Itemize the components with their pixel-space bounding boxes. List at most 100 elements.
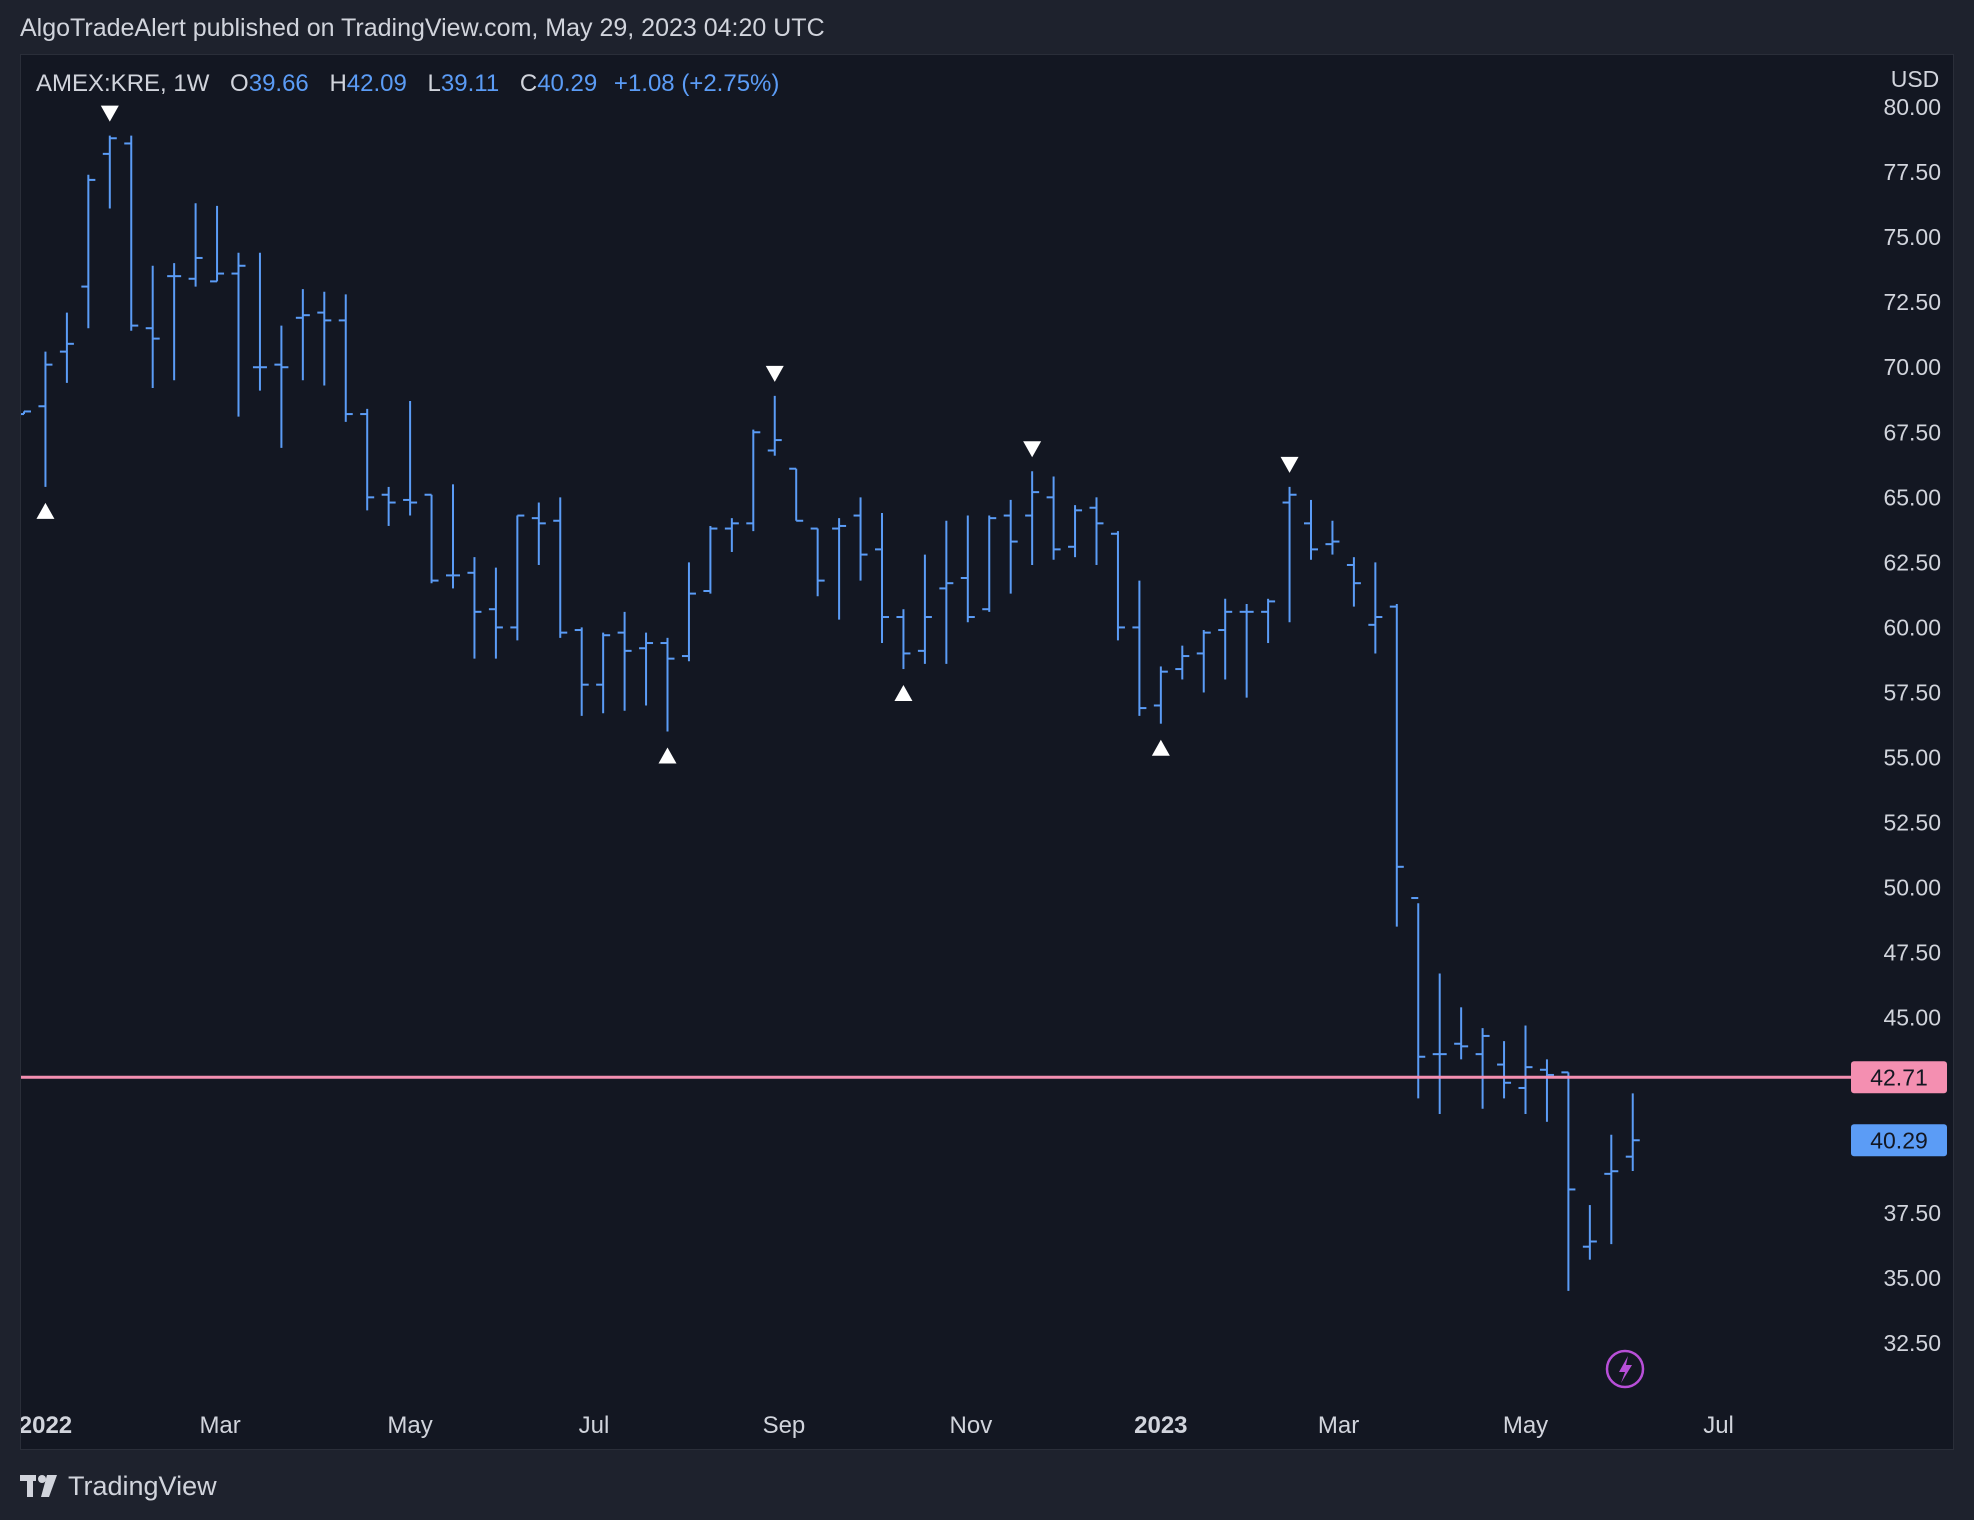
ohlc-bar[interactable] <box>317 291 332 386</box>
ohlc-bar[interactable] <box>167 263 182 381</box>
ohlc-bar[interactable] <box>1068 505 1083 558</box>
ohlc-bar[interactable] <box>295 289 310 381</box>
ohlc-bar[interactable] <box>1261 598 1276 644</box>
ohlc-bar[interactable] <box>1132 580 1147 716</box>
level-price-label-text: 42.71 <box>1870 1064 1928 1090</box>
ohlc-bar[interactable] <box>617 611 632 711</box>
ohlc-bar[interactable] <box>1582 1205 1597 1260</box>
ohlc-bar[interactable] <box>102 135 117 209</box>
ohlc-bar[interactable] <box>574 627 589 716</box>
ohlc-bar[interactable] <box>639 632 654 706</box>
ohlc-bar[interactable] <box>59 312 74 383</box>
open-value: 39.66 <box>248 70 309 97</box>
ohlc-bar[interactable] <box>1604 1134 1619 1245</box>
ohlc-bar[interactable] <box>1196 630 1211 693</box>
ohlc-bar[interactable] <box>1025 471 1040 565</box>
ohlc-bar[interactable] <box>703 525 718 594</box>
x-tick-label: 2022 <box>21 1412 72 1439</box>
pivot-high-marker <box>1023 441 1042 458</box>
ohlc-bar[interactable] <box>1625 1093 1640 1171</box>
high-label: H <box>329 70 347 97</box>
ohlc-bar[interactable] <box>424 493 439 584</box>
ohlc-bar[interactable] <box>1282 486 1297 623</box>
lightning-icon[interactable] <box>1605 1349 1645 1389</box>
ohlc-bar[interactable] <box>1475 1028 1490 1109</box>
ohlc-bar[interactable] <box>446 484 460 589</box>
ohlc-bar[interactable] <box>81 174 96 329</box>
ohlc-bar[interactable] <box>252 252 267 391</box>
low-value: 39.11 <box>440 70 500 97</box>
ohlc-bar[interactable] <box>338 294 353 422</box>
ohlc-bar[interactable] <box>510 514 525 641</box>
ohlc-bar[interactable] <box>1325 520 1340 555</box>
ohlc-bar[interactable] <box>553 497 568 638</box>
ohlc-bar[interactable] <box>274 325 289 448</box>
price-chart[interactable]: 42.71 40.29 USD 32.50 35.00 37.50 45.00 47.50… <box>21 55 1955 1451</box>
ohlc-bar[interactable] <box>467 557 482 659</box>
ohlc-bar[interactable] <box>403 401 418 516</box>
x-tick-label: Jul <box>1703 1412 1734 1439</box>
ohlc-bar[interactable] <box>1046 476 1061 560</box>
ohlc-bar[interactable] <box>1539 1059 1554 1122</box>
ohlc-bar[interactable] <box>960 515 975 623</box>
ohlc-bar[interactable] <box>1561 1071 1576 1291</box>
ohlc-bar[interactable] <box>917 554 932 664</box>
ohlc-bar[interactable] <box>531 502 546 565</box>
ohlc-bar[interactable] <box>124 135 139 331</box>
ohlc-bar[interactable] <box>1218 598 1233 680</box>
y-tick-label: 52.50 <box>1883 810 1941 836</box>
ohlc-bar[interactable] <box>38 351 53 487</box>
tradingview-logo-icon[interactable] <box>20 1472 60 1500</box>
ohlc-bar[interactable] <box>1454 1007 1469 1060</box>
chart-frame[interactable]: 42.71 40.29 USD 32.50 35.00 37.50 45.00 47.50… <box>20 54 1954 1450</box>
ohlc-bar[interactable] <box>789 467 804 522</box>
ohlc-bar[interactable] <box>360 408 375 511</box>
ohlc-bar[interactable] <box>1518 1025 1533 1114</box>
ohlc-bar[interactable] <box>810 527 825 597</box>
symbol-label[interactable]: AMEX:KRE, 1W <box>36 70 210 97</box>
ohlc-bar[interactable] <box>1389 604 1404 927</box>
time-axis: 2022 Mar May Jul Sep Nov 2023 Mar May Jul <box>21 1412 1734 1439</box>
ohlc-bar[interactable] <box>231 252 246 417</box>
last-price-label: 40.29 <box>1851 1124 1947 1157</box>
ohlc-bar[interactable] <box>1304 499 1318 560</box>
ohlc-bar[interactable] <box>746 429 761 532</box>
ohlc-bar[interactable] <box>1175 645 1190 680</box>
ohlc-bar[interactable] <box>896 609 911 670</box>
ohlc-bar[interactable] <box>853 497 868 581</box>
y-tick-label: 65.00 <box>1883 484 1941 510</box>
ohlc-bar[interactable] <box>596 632 611 714</box>
y-tick-label: 67.50 <box>1883 419 1941 445</box>
currency-label[interactable]: USD <box>1891 66 1940 92</box>
ohlc-bar[interactable] <box>1239 604 1254 698</box>
ohlc-bar[interactable] <box>875 512 889 644</box>
ohlc-bar[interactable] <box>939 520 954 664</box>
ohlc-bar[interactable] <box>145 265 160 389</box>
footer: TradingView <box>20 1468 217 1504</box>
ohlc-bar[interactable] <box>381 486 396 526</box>
y-tick-label: 47.50 <box>1883 940 1941 966</box>
ohlc-bar[interactable] <box>1153 666 1168 724</box>
ohlc-bar[interactable] <box>767 395 782 456</box>
ohlc-bar[interactable] <box>1003 499 1018 594</box>
ohlc-bar[interactable] <box>1432 973 1447 1114</box>
ohlc-bar[interactable] <box>1089 497 1104 565</box>
ohlc-bar[interactable] <box>832 518 847 620</box>
ohlc-bar[interactable] <box>660 637 675 732</box>
ohlc-bar[interactable] <box>1110 531 1125 641</box>
ohlc-bar[interactable] <box>1368 562 1383 654</box>
ohlc-bar[interactable] <box>188 203 203 287</box>
ohlc-bar[interactable] <box>681 562 696 662</box>
ohlc-bar[interactable] <box>1346 557 1361 607</box>
ohlc-bar[interactable] <box>724 518 739 552</box>
footer-brand[interactable]: TradingView <box>68 1470 217 1501</box>
ohlc-bar[interactable] <box>210 205 225 283</box>
ohlc-bar[interactable] <box>21 410 31 416</box>
ohlc-bar[interactable] <box>1411 897 1426 1099</box>
price-axis: USD 32.50 35.00 37.50 45.00 47.50 50.00 52.50 5… <box>1883 66 1941 1356</box>
ohlc-bar[interactable] <box>1497 1041 1512 1099</box>
y-tick-label: 37.50 <box>1883 1200 1941 1226</box>
ohlc-bar[interactable] <box>982 515 997 612</box>
change-value: +1.08 (+2.75%) <box>613 70 780 97</box>
ohlc-bar[interactable] <box>488 567 503 659</box>
